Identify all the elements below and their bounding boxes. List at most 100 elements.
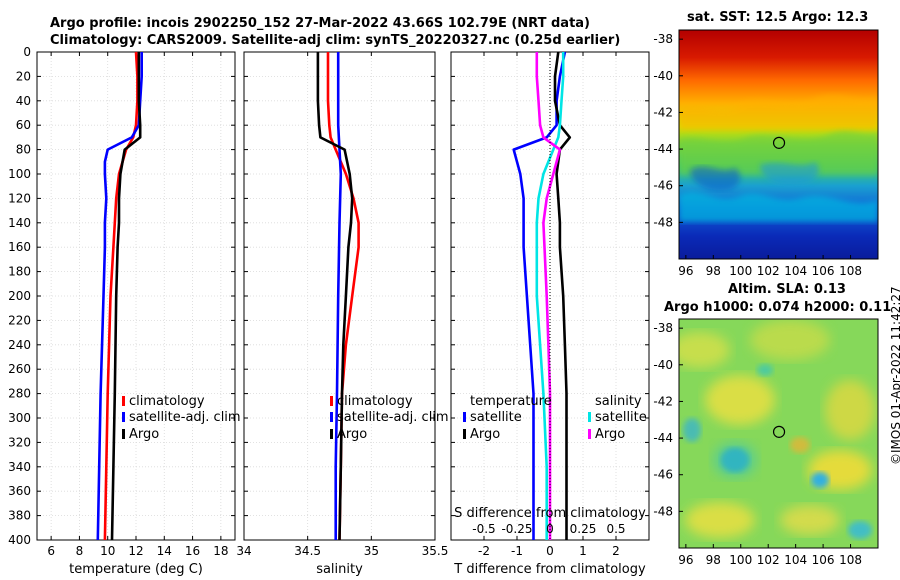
series-line-argo bbox=[110, 52, 142, 541]
legend-label: Argo bbox=[337, 427, 367, 442]
legend-label: climatology bbox=[129, 394, 205, 409]
legend-swatch bbox=[330, 396, 333, 406]
map-y-tick-label: -44 bbox=[653, 142, 673, 156]
sla-map: 96 98 100 102 104 106 108 -38 -40 -42 -44 -46 -48 bbox=[653, 318, 879, 567]
legend-swatch bbox=[463, 412, 466, 422]
legend-label: satellite-adj. clim bbox=[129, 410, 241, 425]
x-tick-label: 16 bbox=[185, 544, 200, 558]
y-tick-label: 220 bbox=[8, 313, 31, 327]
series-line-satellite-adj-clim bbox=[334, 52, 343, 540]
map-y-tick-label: -46 bbox=[653, 179, 673, 193]
y-tick-label: 340 bbox=[8, 460, 31, 474]
map-x-tick-label: 104 bbox=[784, 264, 807, 278]
map-y-tick-label: -46 bbox=[653, 468, 673, 482]
y-tick-label: 260 bbox=[8, 362, 31, 376]
map-y-tick-label: -42 bbox=[653, 105, 673, 119]
y-tick-label: 320 bbox=[8, 435, 31, 449]
legend-swatch bbox=[463, 429, 466, 439]
y-tick-label: 240 bbox=[8, 338, 31, 352]
s-difference-tick-label: -0.5 bbox=[472, 522, 495, 536]
map-x-tick-label: 104 bbox=[784, 553, 807, 567]
legend-swatch bbox=[330, 412, 333, 422]
x-tick-label: 14 bbox=[157, 544, 172, 558]
x-axis-label: salinity bbox=[316, 562, 363, 577]
x-tick-label: 34.5 bbox=[294, 544, 321, 558]
sla-map-title-line1: Altim. SLA: 0.13 bbox=[728, 282, 846, 297]
legend-swatch bbox=[122, 396, 125, 406]
x-axis-label: temperature (deg C) bbox=[69, 562, 203, 577]
sst-profile-location-marker bbox=[772, 136, 786, 149]
legend-swatch bbox=[122, 429, 125, 439]
map-x-tick-label: 98 bbox=[706, 264, 721, 278]
legend-swatch bbox=[330, 429, 333, 439]
map-y-tick-label: -40 bbox=[653, 358, 673, 372]
y-tick-label: 380 bbox=[8, 509, 31, 523]
temperature-panel: 0 20 40 60 80 100 120 140 160 180 200 220 240 260 280 3… bbox=[8, 45, 241, 577]
legend-label: Argo bbox=[129, 427, 159, 442]
sst-map-title: sat. SST: 12.5 Argo: 12.3 bbox=[687, 10, 869, 25]
series-line-argo bbox=[316, 52, 354, 541]
x-tick-label: 35.5 bbox=[422, 544, 449, 558]
map-x-tick-label: 100 bbox=[729, 553, 752, 567]
x-tick-label: -1 bbox=[511, 544, 523, 558]
map-x-tick-label: 102 bbox=[757, 264, 780, 278]
x-tick-label: 8 bbox=[76, 544, 84, 558]
x-tick-label: 18 bbox=[213, 544, 228, 558]
x-tick-label: 6 bbox=[47, 544, 55, 558]
figure-title-line1: Argo profile: incois 2902250_152 27-Mar-… bbox=[50, 16, 591, 31]
map-x-tick-label: 96 bbox=[678, 553, 693, 567]
difference-panel: -2 -1 0 1 2 T difference from climatology S di… bbox=[450, 51, 650, 577]
legend-label: climatology bbox=[337, 394, 413, 409]
legend-label: satellite bbox=[470, 410, 522, 425]
s-difference-tick-label: 0 bbox=[546, 522, 554, 536]
s-difference-axis-label: S difference from climatology bbox=[454, 506, 646, 521]
legend-header-salinity: salinity bbox=[595, 394, 642, 409]
map-y-tick-label: -42 bbox=[653, 394, 673, 408]
sla-map-features bbox=[679, 320, 875, 539]
y-tick-label: 200 bbox=[8, 289, 31, 303]
sst-map: 96 98 100 102 104 106 108 -38 -40 -42 -44 -46 -48 bbox=[653, 29, 879, 278]
series-line-salinity-satellite bbox=[535, 52, 565, 540]
legend-label: Argo bbox=[595, 427, 625, 442]
figure-title-line2: Climatology: CARS2009. Satellite-adj cli… bbox=[50, 33, 621, 48]
y-tick-label: 280 bbox=[8, 387, 31, 401]
x-tick-label: -2 bbox=[478, 544, 490, 558]
map-y-tick-label: -44 bbox=[653, 431, 673, 445]
map-x-tick-label: 96 bbox=[678, 264, 693, 278]
map-y-tick-label: -48 bbox=[653, 215, 673, 229]
y-tick-label: 160 bbox=[8, 240, 31, 254]
x-tick-label: 2 bbox=[612, 544, 620, 558]
sla-map-title-line2: Argo h1000: 0.074 h2000: 0.11 bbox=[664, 300, 892, 315]
series-line-climatology bbox=[103, 51, 139, 541]
x-tick-label: 1 bbox=[579, 544, 587, 558]
sla-profile-location-marker bbox=[772, 425, 786, 438]
map-y-tick-label: -38 bbox=[653, 32, 673, 46]
map-y-tick-label: -48 bbox=[653, 504, 673, 518]
legend-swatch bbox=[122, 412, 125, 422]
x-tick-label: 35 bbox=[364, 544, 379, 558]
salinity-panel: 34 34.5 35 35.5 salinity climatologysatellite… bbox=[236, 51, 449, 577]
x-tick-label: 0 bbox=[546, 544, 554, 558]
y-tick-label: 140 bbox=[8, 216, 31, 230]
y-tick-label: 360 bbox=[8, 484, 31, 498]
legend-header-temperature: temperature bbox=[470, 394, 552, 409]
y-tick-label: 180 bbox=[8, 265, 31, 279]
x-axis-label: T difference from climatology bbox=[453, 562, 646, 577]
map-x-tick-label: 100 bbox=[729, 264, 752, 278]
s-difference-tick-label: 0.5 bbox=[606, 522, 625, 536]
s-difference-tick-label: 0.25 bbox=[570, 522, 597, 536]
map-x-tick-label: 106 bbox=[812, 553, 835, 567]
series-line-temperature-argo bbox=[553, 51, 572, 540]
y-tick-label: 60 bbox=[16, 118, 31, 132]
y-tick-label: 20 bbox=[16, 69, 31, 83]
map-x-tick-label: 106 bbox=[812, 264, 835, 278]
y-tick-label: 100 bbox=[8, 167, 31, 181]
map-x-tick-label: 108 bbox=[839, 264, 862, 278]
legend-swatch bbox=[588, 412, 591, 422]
y-tick-label: 400 bbox=[8, 533, 31, 547]
legend-label: satellite-adj. clim bbox=[337, 410, 449, 425]
map-y-tick-label: -38 bbox=[653, 321, 673, 335]
sst-map-features bbox=[679, 94, 878, 222]
y-tick-label: 120 bbox=[8, 191, 31, 205]
